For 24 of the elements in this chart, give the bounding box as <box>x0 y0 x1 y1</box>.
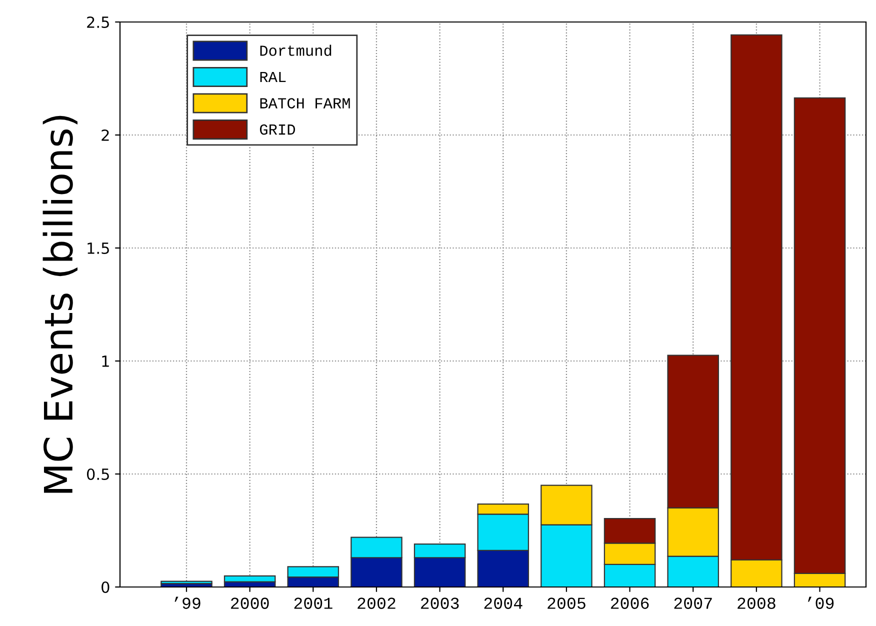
legend-label: BATCH FARM <box>260 98 350 108</box>
y-tick-label: 2.5 <box>87 16 109 28</box>
legend-label: Dortmund <box>260 44 332 56</box>
x-tick-label: 2004 <box>484 598 522 609</box>
x-tick-label: 2008 <box>738 598 776 609</box>
x-tick-label: 2003 <box>420 598 459 609</box>
y-tick-label: 0.5 <box>86 468 109 480</box>
x-tick-label: ’09 <box>808 596 834 609</box>
x-tick-label: 2005 <box>548 598 586 609</box>
y-axis-title: MC Events (billions) <box>42 116 78 493</box>
y-tick-label: 1.5 <box>88 242 109 254</box>
bar <box>160 580 212 584</box>
x-tick-label: ’99 <box>174 596 200 609</box>
bar <box>224 575 276 582</box>
x-tick-label: 2007 <box>674 598 712 609</box>
legend-label: GRID <box>260 124 296 135</box>
x-tick-label: 2001 <box>294 598 332 609</box>
x-tick-label: 2002 <box>358 598 396 609</box>
y-tick-label: 1 <box>102 356 109 367</box>
x-tick-label: 2006 <box>610 598 649 609</box>
y-tick-label: 0 <box>102 581 110 594</box>
x-tick-label: 2000 <box>230 598 269 609</box>
legend-label: RAL <box>260 72 286 82</box>
y-tick-label: 2 <box>102 129 109 141</box>
